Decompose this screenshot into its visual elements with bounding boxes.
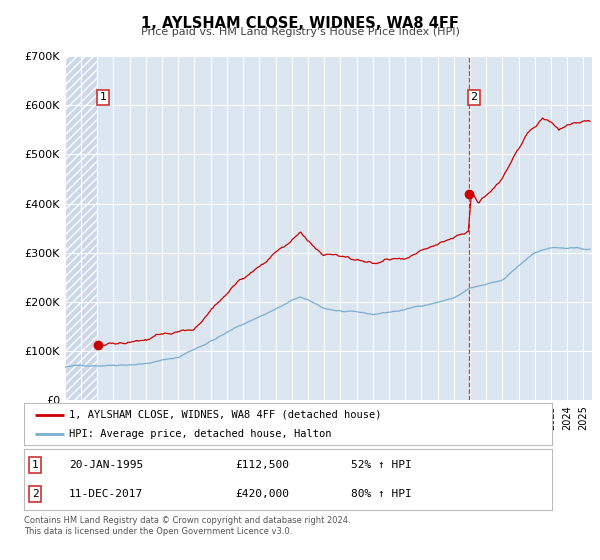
Text: Contains HM Land Registry data © Crown copyright and database right 2024.
This d: Contains HM Land Registry data © Crown c… xyxy=(24,516,350,536)
Bar xyxy=(65,56,98,400)
Text: 1, AYLSHAM CLOSE, WIDNES, WA8 4FF: 1, AYLSHAM CLOSE, WIDNES, WA8 4FF xyxy=(141,16,459,31)
Text: HPI: Average price, detached house, Halton: HPI: Average price, detached house, Halt… xyxy=(69,429,331,439)
Text: 1, AYLSHAM CLOSE, WIDNES, WA8 4FF (detached house): 1, AYLSHAM CLOSE, WIDNES, WA8 4FF (detac… xyxy=(69,409,382,419)
Bar xyxy=(65,56,98,400)
Text: 80% ↑ HPI: 80% ↑ HPI xyxy=(352,489,412,499)
Text: £112,500: £112,500 xyxy=(235,460,289,470)
Text: 52% ↑ HPI: 52% ↑ HPI xyxy=(352,460,412,470)
Text: Price paid vs. HM Land Registry's House Price Index (HPI): Price paid vs. HM Land Registry's House … xyxy=(140,27,460,37)
Text: 1: 1 xyxy=(100,92,106,102)
Text: 20-JAN-1995: 20-JAN-1995 xyxy=(69,460,143,470)
Text: 11-DEC-2017: 11-DEC-2017 xyxy=(69,489,143,499)
Text: £420,000: £420,000 xyxy=(235,489,289,499)
Text: 2: 2 xyxy=(470,92,478,102)
Text: 1: 1 xyxy=(32,460,38,470)
Text: 2: 2 xyxy=(32,489,38,499)
